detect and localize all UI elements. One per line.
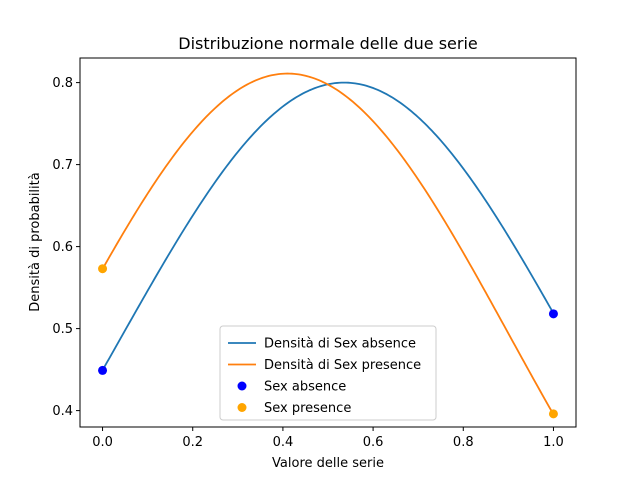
scatter-point (98, 365, 108, 375)
x-tick-label: 0.6 (363, 435, 384, 450)
y-tick-label: 0.4 (52, 404, 73, 419)
legend-label: Densità di Sex absence (264, 337, 416, 352)
scatter-points (98, 264, 558, 419)
scatter-point (548, 409, 558, 419)
scatter-point (548, 309, 558, 319)
legend-label: Sex absence (264, 380, 346, 395)
y-tick-label: 0.8 (52, 76, 73, 91)
series-line-1 (101, 72, 555, 415)
scatter-point (98, 264, 108, 274)
y-axis: 0.4 0.5 0.6 0.7 0.8 (52, 76, 80, 419)
x-tick-label: 0.2 (182, 435, 203, 450)
y-tick-label: 0.6 (52, 240, 73, 255)
plot-frame (79, 57, 577, 428)
y-tick-label: 0.7 (52, 158, 73, 173)
x-axis-label: Valore delle serie (272, 456, 384, 471)
curves (101, 72, 555, 415)
legend: Densità di Sex absence Densità di Sex pre… (219, 325, 437, 421)
y-axis-label: Densità di probabilità (28, 172, 43, 311)
x-tick-label: 0.8 (453, 435, 474, 450)
legend-frame (219, 325, 437, 421)
y-tick-label: 0.5 (52, 322, 73, 337)
chart-title: Distribuzione normale delle due serie (178, 34, 477, 53)
x-tick-label: 0.0 (92, 435, 113, 450)
legend-marker-swatch (237, 381, 247, 391)
legend-label: Sex presence (264, 401, 351, 416)
legend-marker-swatch (237, 403, 247, 412)
x-tick-label: 1.0 (543, 435, 564, 450)
x-axis: 0.0 0.2 0.4 0.6 0.8 1.0 (92, 427, 564, 450)
x-tick-label: 0.4 (273, 435, 294, 450)
legend-label: Densità di Sex presence (264, 358, 421, 373)
